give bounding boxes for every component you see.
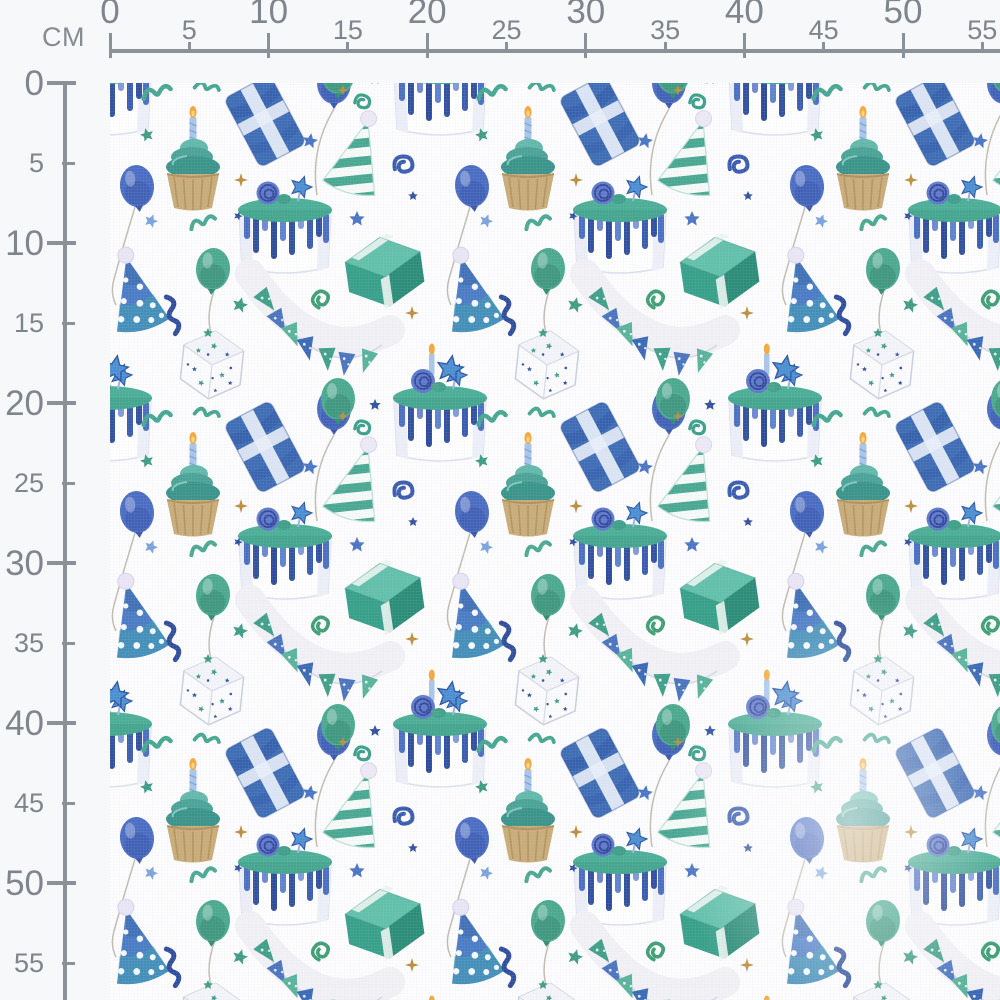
- top-ruler-tick-50: [901, 33, 905, 58]
- left-ruler-tick-5: [62, 161, 75, 165]
- left-ruler-label-55: 55: [13, 947, 44, 978]
- left-ruler-label-15: 15: [13, 307, 44, 338]
- left-ruler-label-35: 35: [13, 627, 44, 658]
- left-ruler-label-40: 40: [5, 703, 44, 743]
- top-ruler-label-45: 45: [808, 15, 839, 45]
- top-ruler-tick-15: [346, 42, 350, 53]
- left-ruler-tick-45: [62, 801, 75, 805]
- top-ruler-label-0: 0: [100, 0, 120, 31]
- left-ruler-label-5: 5: [28, 147, 44, 178]
- top-ruler-label-50: 50: [883, 0, 923, 31]
- left-ruler-tick-0: [47, 81, 76, 85]
- top-ruler-label-5: 5: [181, 15, 197, 45]
- unit-label: CM: [42, 22, 85, 52]
- top-ruler-label-15: 15: [332, 15, 363, 45]
- left-ruler-label-0: 0: [24, 63, 44, 103]
- left-ruler-label-50: 50: [5, 863, 44, 903]
- left-ruler-tick-40: [47, 721, 76, 725]
- left-ruler-tick-20: [47, 401, 76, 405]
- left-ruler-label-20: 20: [5, 383, 44, 423]
- pattern-svg: [110, 83, 1000, 1000]
- top-ruler-label-35: 35: [650, 15, 681, 45]
- top-ruler-tick-35: [663, 42, 667, 53]
- fabric-swatch: [110, 83, 1000, 1000]
- left-ruler-label-10: 10: [5, 223, 44, 263]
- left-ruler-line: [63, 83, 67, 1000]
- left-ruler-tick-30: [47, 561, 76, 565]
- left-ruler-tick-55: [62, 961, 75, 965]
- top-ruler-label-25: 25: [491, 15, 522, 45]
- top-ruler-label-10: 10: [249, 0, 289, 31]
- top-ruler-label-30: 30: [566, 0, 606, 31]
- left-ruler-tick-15: [62, 321, 75, 325]
- top-ruler-label-40: 40: [724, 0, 764, 31]
- top-ruler-tick-20: [425, 33, 429, 58]
- left-ruler-label-25: 25: [13, 467, 44, 498]
- left-ruler-tick-25: [62, 481, 75, 485]
- top-ruler-tick-40: [742, 33, 746, 58]
- left-ruler-label-45: 45: [13, 787, 44, 818]
- left-ruler-tick-10: [47, 241, 76, 245]
- left-ruler-label-30: 30: [5, 543, 44, 583]
- top-ruler-tick-30: [584, 33, 588, 58]
- top-ruler-tick-5: [187, 42, 191, 53]
- top-ruler-tick-45: [822, 42, 826, 53]
- top-ruler-label-55: 55: [967, 15, 998, 45]
- top-ruler-line: [110, 49, 1000, 53]
- top-ruler-tick-10: [267, 33, 271, 58]
- top-ruler-tick-0: [108, 33, 112, 58]
- top-ruler-tick-25: [505, 42, 508, 53]
- top-ruler-tick-55: [980, 42, 984, 53]
- top-ruler-label-20: 20: [407, 0, 447, 31]
- fabric-pattern: [110, 83, 1000, 1000]
- left-ruler-tick-35: [62, 641, 75, 645]
- left-ruler-tick-50: [47, 881, 76, 885]
